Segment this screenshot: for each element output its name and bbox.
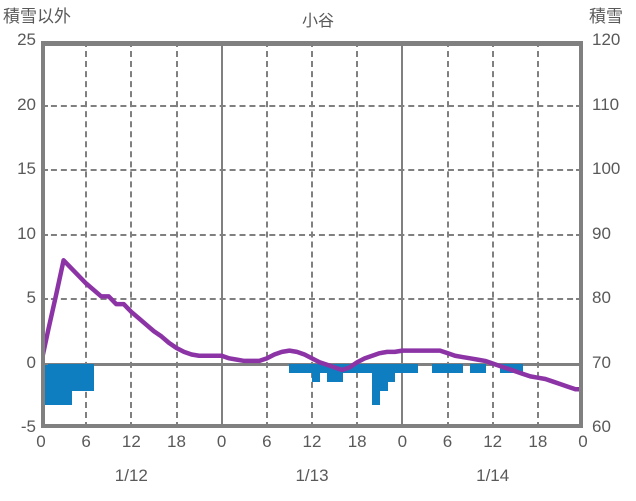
x-axis-hour-label: 6: [81, 432, 91, 451]
right-axis-tick-label: 100: [592, 159, 621, 178]
x-axis-day-label: 1/13: [295, 466, 329, 485]
x-axis-hour-label: 18: [167, 432, 186, 451]
left-axis-title: 積雪以外: [3, 7, 71, 26]
bar: [56, 364, 64, 405]
bar: [320, 364, 328, 373]
bar: [297, 364, 305, 373]
vertical-gridline: [311, 41, 313, 428]
right-axis-tick-label: 80: [592, 288, 611, 307]
bar: [71, 364, 79, 391]
bar: [455, 364, 463, 373]
bar: [289, 364, 297, 373]
x-axis-hour-label: 18: [528, 432, 548, 451]
left-axis-tick-label: 5: [26, 288, 36, 307]
vertical-gridline: [446, 41, 449, 428]
right-axis-tick-label: 60: [592, 417, 611, 436]
x-axis-day-label: 1/12: [114, 466, 148, 485]
temperature-line: [41, 258, 583, 392]
x-axis-hour-label: 12: [121, 432, 141, 451]
left-axis-tick-label: 0: [26, 352, 36, 372]
right-axis-tick-label: 120: [592, 30, 621, 49]
bar: [432, 364, 440, 373]
bar: [304, 364, 312, 373]
right-axis-tick-label: 70: [592, 352, 611, 372]
bar: [312, 364, 320, 382]
left-axis-tick-label: 15: [17, 159, 36, 178]
x-axis-day-label: 1/14: [476, 466, 510, 485]
bar: [365, 364, 373, 373]
bar: [41, 364, 49, 405]
bar: [350, 364, 358, 373]
right-axis-title: 積雪: [589, 7, 623, 26]
snow-depth-bars: [41, 41, 583, 428]
bar: [64, 364, 72, 405]
bar: [515, 364, 523, 373]
bar: [335, 364, 343, 382]
bar: [395, 364, 403, 373]
left-axis-tick-label: 25: [17, 30, 36, 49]
bar: [49, 364, 57, 405]
left-axis-tick-label: -5: [20, 417, 36, 436]
bar: [79, 364, 87, 391]
x-axis-hour-label: 6: [262, 432, 272, 451]
left-axis-tick-label: 10: [17, 223, 36, 243]
vertical-gridline: [130, 41, 133, 428]
x-axis-hour-label: 0: [578, 432, 588, 451]
x-axis-hour-label: 0: [36, 432, 46, 451]
vertical-gridline: [85, 41, 88, 428]
left-axis-tick-label: 20: [17, 94, 36, 114]
day-boundary-line: [220, 41, 223, 428]
plot-border: [41, 41, 583, 428]
right-axis-tick-label: 110: [592, 94, 620, 114]
vertical-gridline: [175, 41, 178, 428]
vertical-gridline: [265, 41, 268, 428]
bar: [410, 364, 418, 373]
right-axis-tick-label: 90: [592, 223, 611, 243]
bar: [448, 364, 456, 373]
bar: [478, 364, 486, 373]
bar: [372, 364, 380, 405]
vertical-gridline: [356, 41, 359, 428]
bar: [357, 364, 365, 373]
bar: [86, 364, 94, 391]
day-boundary-line: [401, 41, 404, 428]
page-title: 小谷: [301, 13, 334, 30]
bar: [387, 364, 395, 382]
plot-area: [41, 41, 583, 428]
vertical-gridline: [491, 41, 494, 428]
bar: [470, 364, 478, 373]
bar: [380, 364, 388, 391]
x-axis-hour-label: 0: [397, 432, 408, 451]
x-axis-hour-label: 6: [442, 432, 453, 451]
vertical-gridline: [536, 41, 539, 428]
x-axis-hour-label: 12: [483, 432, 503, 451]
bar: [327, 364, 335, 382]
bar: [440, 364, 448, 373]
x-axis-hour-label: 18: [347, 432, 367, 451]
x-axis-hour-label: 12: [302, 432, 322, 451]
x-axis-hour-label: 0: [216, 432, 227, 451]
bar: [402, 364, 410, 373]
